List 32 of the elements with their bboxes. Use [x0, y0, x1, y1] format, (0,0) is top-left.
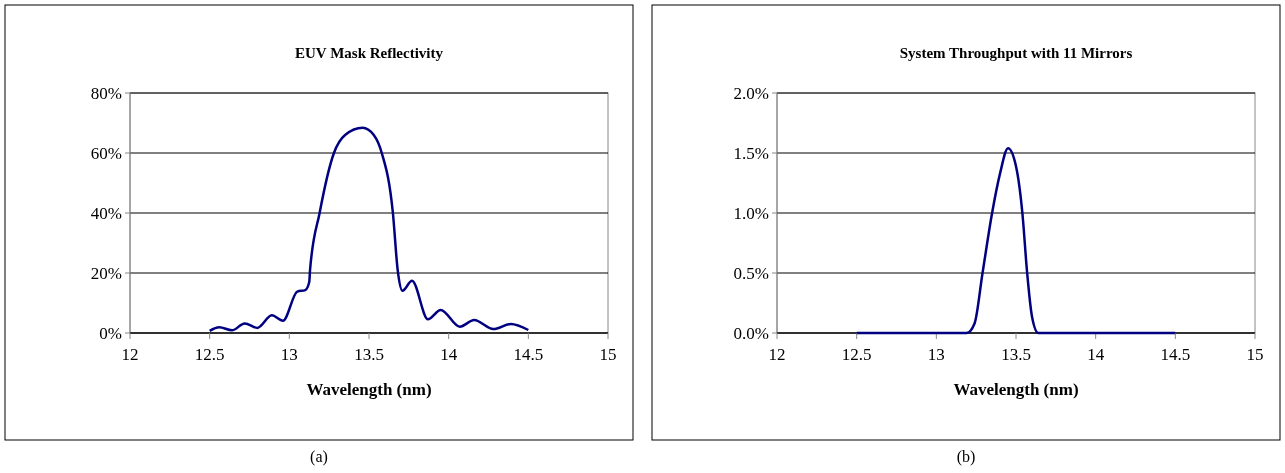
- x-tick-label: 12.5: [194, 345, 225, 364]
- y-tick-label: 1.0%: [733, 203, 769, 223]
- y-tick-label: 80%: [90, 83, 122, 103]
- x-tick-label: 13.5: [1001, 345, 1031, 364]
- line-series: [208, 126, 530, 333]
- chart-title: EUV Mask Reflectivity: [294, 45, 444, 61]
- x-axis-title: Wavelength (nm): [953, 380, 1079, 399]
- y-tick-label: 0.5%: [733, 263, 769, 283]
- y-tick-label: 20%: [90, 263, 122, 283]
- y-tick-label: 40%: [90, 203, 122, 223]
- x-axis-title: Wavelength (nm): [306, 380, 432, 399]
- x-tick-label: 13: [280, 345, 298, 364]
- y-tick-label: 0%: [99, 323, 122, 343]
- x-tick-label: 15: [1246, 345, 1264, 364]
- x-tick-label: 12: [121, 345, 139, 364]
- text: (b): [956, 448, 976, 466]
- x-tick-label: 14: [1087, 345, 1105, 364]
- x-tick-label: 15: [599, 345, 617, 364]
- x-tick-label: 14: [440, 345, 458, 364]
- x-tick-label: 13: [927, 345, 945, 364]
- x-tick-label: 12: [768, 345, 786, 364]
- y-tick-label: 2.0%: [733, 83, 769, 103]
- chart-title: System Throughput with 11 Mirrors: [899, 45, 1133, 61]
- y-tick-label: 60%: [90, 143, 122, 163]
- x-tick-label: 14.5: [1160, 345, 1191, 364]
- line-series: [855, 146, 1177, 335]
- x-tick-label: 14.5: [513, 345, 544, 364]
- text: (a): [310, 448, 328, 466]
- y-tick-label: 0.0%: [733, 323, 769, 343]
- x-tick-label: 12.5: [841, 345, 872, 364]
- y-tick-label: 1.5%: [733, 143, 769, 163]
- x-tick-label: 13.5: [354, 345, 384, 364]
